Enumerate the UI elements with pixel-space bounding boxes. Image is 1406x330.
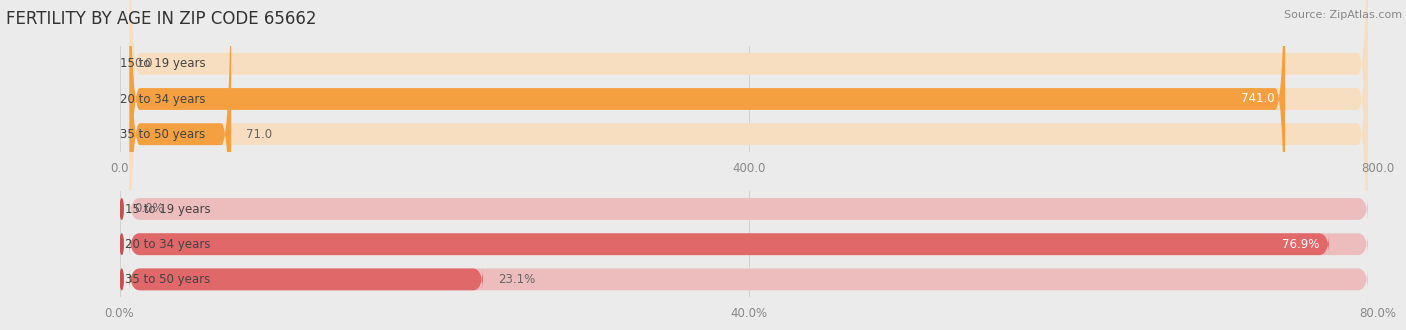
- FancyBboxPatch shape: [129, 0, 231, 330]
- Text: 20 to 34 years: 20 to 34 years: [120, 92, 205, 106]
- Text: 71.0: 71.0: [246, 128, 273, 141]
- Text: 20 to 34 years: 20 to 34 years: [125, 238, 211, 251]
- Ellipse shape: [120, 233, 124, 255]
- Ellipse shape: [120, 233, 124, 255]
- Text: 15 to 19 years: 15 to 19 years: [125, 203, 211, 215]
- Text: 741.0: 741.0: [1241, 92, 1275, 106]
- FancyBboxPatch shape: [129, 268, 1368, 291]
- Text: 0.0%: 0.0%: [135, 203, 165, 215]
- FancyBboxPatch shape: [129, 197, 1368, 221]
- Text: FERTILITY BY AGE IN ZIP CODE 65662: FERTILITY BY AGE IN ZIP CODE 65662: [6, 10, 316, 28]
- Ellipse shape: [120, 198, 124, 220]
- Ellipse shape: [120, 198, 124, 220]
- Text: 15 to 19 years: 15 to 19 years: [120, 57, 205, 70]
- FancyBboxPatch shape: [129, 0, 1368, 314]
- Text: 76.9%: 76.9%: [1282, 238, 1319, 251]
- Text: 0.0: 0.0: [135, 57, 153, 70]
- Text: 23.1%: 23.1%: [498, 273, 536, 286]
- FancyBboxPatch shape: [129, 268, 482, 291]
- FancyBboxPatch shape: [129, 0, 1368, 278]
- Text: Source: ZipAtlas.com: Source: ZipAtlas.com: [1284, 10, 1402, 20]
- Ellipse shape: [120, 269, 124, 290]
- FancyBboxPatch shape: [129, 0, 1368, 330]
- FancyBboxPatch shape: [129, 233, 1329, 256]
- Text: 35 to 50 years: 35 to 50 years: [120, 128, 205, 141]
- Text: 35 to 50 years: 35 to 50 years: [125, 273, 211, 286]
- Ellipse shape: [120, 269, 124, 290]
- FancyBboxPatch shape: [129, 233, 1368, 256]
- FancyBboxPatch shape: [129, 0, 1285, 314]
